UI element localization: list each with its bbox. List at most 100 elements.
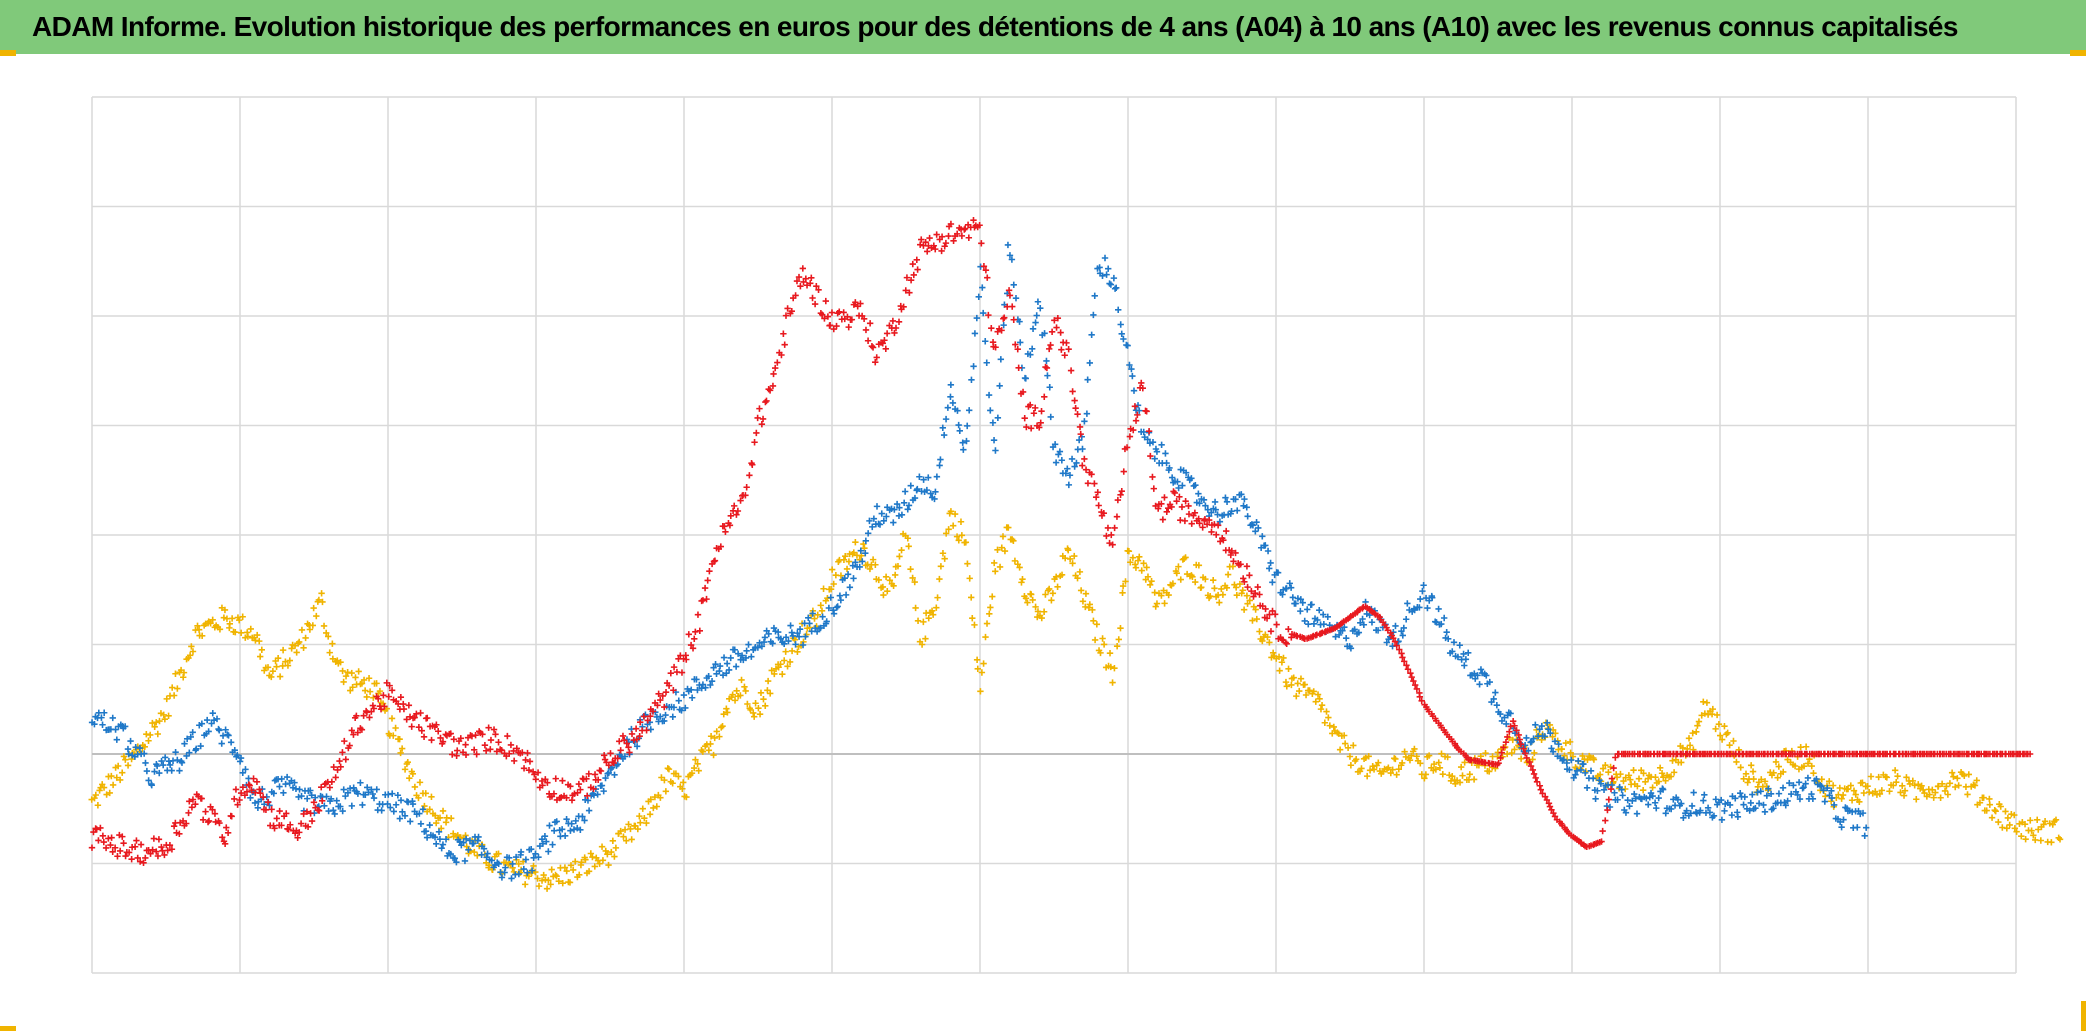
data-point — [1952, 783, 1959, 791]
data-point — [900, 303, 907, 310]
data-point — [325, 633, 332, 640]
data-point — [236, 758, 244, 765]
data-point — [1100, 509, 1108, 517]
data-point — [1341, 624, 1348, 631]
data-point — [386, 682, 393, 689]
data-point — [283, 810, 290, 817]
data-point — [903, 274, 911, 281]
data-point — [183, 820, 190, 827]
data-point — [337, 803, 344, 810]
data-point — [1459, 772, 1466, 779]
data-point — [705, 747, 713, 754]
data-point — [468, 732, 476, 740]
data-point — [1358, 765, 1365, 772]
data-point — [1992, 807, 1999, 815]
data-point — [530, 862, 537, 870]
data-point — [1536, 726, 1543, 733]
data-point — [644, 717, 651, 724]
data-point — [751, 439, 758, 446]
data-point — [900, 499, 908, 507]
data-point — [1655, 778, 1662, 785]
data-point — [985, 311, 992, 319]
data-point — [1401, 748, 1408, 755]
data-point — [186, 798, 193, 805]
data-point — [643, 727, 650, 734]
data-point — [802, 633, 809, 640]
data-point — [659, 692, 666, 700]
data-point — [1223, 498, 1231, 505]
data-point — [576, 871, 583, 879]
data-point — [1717, 796, 1725, 804]
data-point — [203, 716, 211, 724]
data-point — [360, 676, 368, 684]
data-point — [460, 839, 467, 846]
data-point — [1189, 573, 1196, 581]
data-point — [869, 523, 876, 531]
data-point — [1456, 779, 1464, 786]
data-point — [174, 685, 181, 692]
data-point — [390, 808, 398, 815]
data-point — [781, 341, 788, 348]
data-point — [428, 736, 435, 744]
data-point — [231, 795, 238, 803]
data-point — [563, 815, 570, 823]
data-point — [1129, 372, 1136, 380]
data-point — [1420, 582, 1427, 589]
data-point — [543, 885, 551, 892]
data-point — [1131, 403, 1139, 410]
data-point — [1520, 745, 1527, 752]
data-point — [125, 750, 132, 758]
data-point — [296, 829, 303, 836]
data-point — [976, 222, 983, 229]
data-point — [1266, 611, 1273, 618]
data-point — [1252, 528, 1259, 535]
data-point — [1110, 274, 1118, 282]
data-point — [1997, 803, 2004, 810]
data-point — [978, 240, 985, 247]
data-point — [597, 767, 605, 775]
data-point — [1115, 306, 1122, 313]
data-point — [481, 741, 489, 749]
data-point — [641, 814, 648, 822]
data-point — [917, 241, 924, 248]
data-point — [845, 558, 853, 565]
data-point — [156, 769, 163, 777]
data-point — [1108, 531, 1115, 539]
data-point — [1119, 582, 1127, 590]
data-point — [1223, 584, 1231, 591]
data-point — [841, 575, 848, 582]
data-point — [1492, 689, 1499, 696]
data-point — [436, 836, 444, 843]
data-point — [188, 643, 195, 650]
data-point — [1625, 772, 1633, 779]
data-point — [337, 659, 344, 666]
data-point — [1599, 765, 1607, 772]
data-point — [570, 826, 578, 833]
data-point — [1282, 639, 1289, 646]
data-point — [254, 631, 261, 639]
data-point — [1747, 799, 1754, 807]
data-point — [1347, 645, 1355, 652]
data-point — [1021, 414, 1028, 422]
data-point — [1099, 272, 1106, 280]
data-point — [748, 653, 755, 660]
data-point — [1320, 620, 1328, 628]
data-point — [363, 693, 370, 701]
data-point — [447, 850, 454, 858]
data-point — [268, 806, 275, 813]
data-point — [258, 646, 266, 654]
chart-area — [0, 54, 2086, 1031]
data-point — [1234, 507, 1241, 514]
data-point — [923, 486, 931, 494]
data-point — [1041, 393, 1048, 400]
data-point — [392, 724, 399, 732]
data-point — [256, 786, 263, 793]
data-point — [471, 848, 478, 856]
data-point — [1188, 475, 1195, 482]
data-point — [247, 794, 254, 802]
data-point — [461, 857, 469, 865]
data-point — [348, 802, 356, 810]
data-point — [1009, 303, 1016, 310]
data-point — [1809, 795, 1817, 803]
data-point — [781, 657, 788, 664]
